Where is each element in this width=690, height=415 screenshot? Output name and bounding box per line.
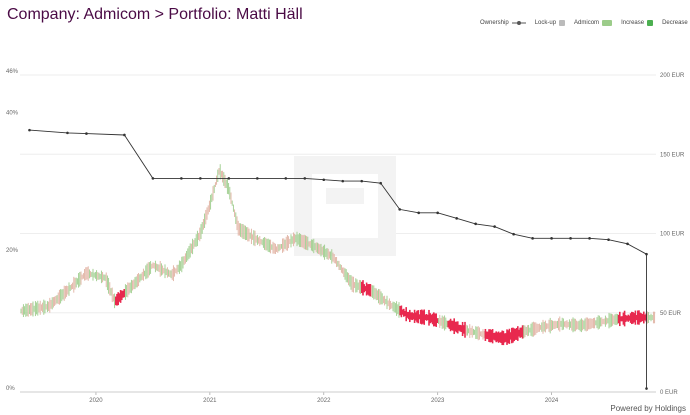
ownership-point-29	[645, 387, 648, 390]
ownership-point-23	[550, 237, 553, 240]
ownership-point-15	[398, 208, 402, 211]
ownership-point-6	[199, 177, 202, 180]
ownership-point-20	[493, 225, 496, 228]
watermark-inner	[312, 174, 378, 238]
y-right-tick-1: 50 EUR	[660, 311, 682, 317]
ownership-point-1	[66, 131, 69, 135]
ownership-line-icon	[511, 21, 526, 25]
legend-decrease[interactable]: Decrease	[662, 20, 690, 26]
ownership-point-10	[303, 177, 307, 180]
ownership-point-4	[151, 177, 155, 180]
price-series	[20, 164, 656, 346]
ownership-point-14	[379, 181, 383, 185]
ownership-point-0	[28, 128, 31, 132]
y-right-tick-2: 100 EUR	[660, 232, 685, 238]
ownership-point-22	[531, 237, 534, 240]
x-tick-2: 2022	[317, 398, 331, 404]
ownership-point-2	[85, 132, 88, 135]
ownership-line	[29, 129, 647, 389]
ownership-point-8	[256, 177, 259, 180]
legend-ownership-label: Ownership	[480, 20, 509, 26]
increase-swatch	[647, 20, 654, 26]
ownership-point-17	[436, 211, 439, 215]
ownership-point-26	[607, 238, 610, 242]
ownership-point-27	[626, 242, 629, 246]
y-left-tick-2: 40%	[6, 110, 19, 116]
legend-lockup-label: Lock-up	[534, 20, 557, 26]
ownership-point-11	[322, 178, 326, 182]
legend-ownership[interactable]: Ownership	[480, 20, 529, 26]
ownership-point-19	[474, 222, 477, 226]
ownership-point-16	[417, 211, 420, 215]
ownership-point-18	[455, 217, 458, 220]
legend-increase-label: Increase	[621, 20, 645, 26]
ownership-point-3	[123, 133, 126, 137]
legend-lockup[interactable]: Lock-up	[535, 20, 568, 26]
legend-admicom-label: Admicom	[574, 20, 600, 26]
x-tick-4: 2024	[545, 398, 559, 404]
ownership-point-28	[645, 252, 648, 256]
legend-admicom[interactable]: Admicom	[574, 20, 615, 26]
lockup-swatch	[559, 20, 566, 26]
y-right-tick-0: 0 EUR	[660, 390, 678, 396]
ownership-point-13	[360, 179, 364, 183]
watermark-bar	[326, 188, 364, 204]
y-right-tick-4: 200 EUR	[660, 73, 685, 79]
ownership-point-9	[284, 177, 288, 180]
ownership-point-25	[588, 237, 591, 240]
y-left-tick-3: 46%	[6, 69, 19, 75]
x-tick-3: 2023	[431, 398, 445, 404]
x-tick-0: 2020	[89, 398, 103, 404]
ownership-point-7	[227, 177, 231, 180]
admicom-swatch	[602, 20, 613, 26]
ownership-point-5	[180, 177, 183, 180]
y-left-tick-1: 20%	[6, 248, 19, 254]
ownership-point-21	[512, 232, 515, 236]
x-tick-1: 2021	[203, 398, 217, 404]
legend-increase[interactable]: Increase	[621, 20, 656, 26]
chart-legend: Ownership Lock-up Admicom Increase Decre…	[480, 20, 690, 26]
ownership-point-24	[569, 237, 572, 240]
y-right-tick-3: 150 EUR	[660, 152, 685, 158]
ownership-point-12	[341, 179, 345, 183]
page-title: Company: Admicom > Portfolio: Matti Häll	[7, 6, 303, 23]
powered-by: Powered by Holdings	[610, 404, 686, 413]
y-left-tick-0: 0%	[6, 386, 15, 392]
legend-decrease-label: Decrease	[662, 20, 688, 26]
